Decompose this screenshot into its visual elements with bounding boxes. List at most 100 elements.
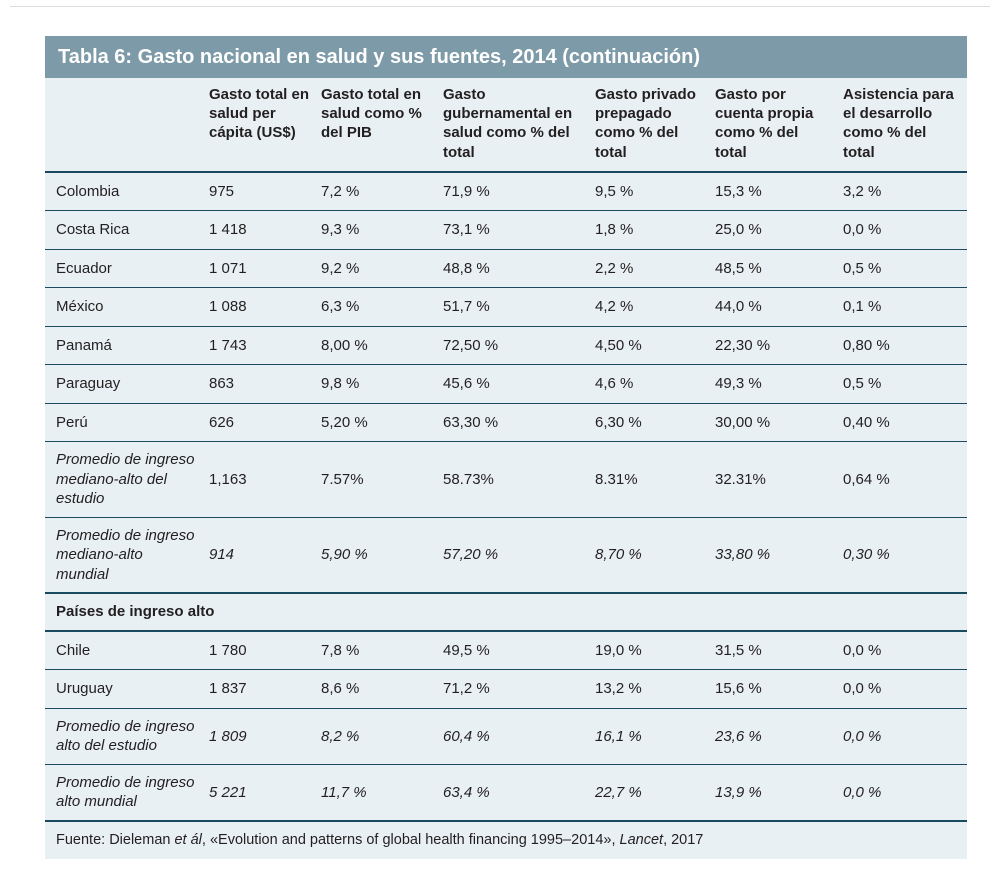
- row-label: Colombia: [45, 171, 205, 211]
- column-header: Gasto gubernamental en salud como % del …: [439, 78, 591, 173]
- column-header: Gasto por cuenta propia como % del total: [711, 78, 839, 173]
- source-text-segment: Lancet: [619, 831, 664, 848]
- column-header: Asistencia para el desarrollo como % del…: [839, 78, 967, 173]
- table-row: Costa Rica 1 418 9,3 % 73,1 % 1,8 % 25,0 % 0,0…: [45, 210, 967, 250]
- data-cell: 58.73%: [439, 441, 591, 518]
- row-label: México: [45, 287, 205, 327]
- row-label: Uruguay: [45, 669, 205, 709]
- data-cell: 1 780: [205, 630, 317, 670]
- data-cell: 9,5 %: [591, 171, 711, 211]
- section-header-label: Países de ingreso alto: [45, 592, 967, 632]
- data-cell: 15,3 %: [711, 171, 839, 211]
- data-cell: 3,2 %: [839, 171, 967, 211]
- data-cell: 6,3 %: [317, 287, 439, 327]
- data-cell: 71,9 %: [439, 171, 591, 211]
- table-row: Promedio de ingreso alto del estudio 1 80…: [45, 707, 967, 765]
- data-cell: 23,6 %: [711, 707, 839, 765]
- data-cell: 19,0 %: [591, 630, 711, 670]
- row-label: Promedio de ingreso alto mundial: [45, 763, 205, 820]
- data-cell: 8,00 %: [317, 325, 439, 365]
- table-row: México 1 088 6,3 % 51,7 % 4,2 % 44,0 % 0,1 %: [45, 287, 967, 327]
- data-cell: 0,30 %: [839, 516, 967, 594]
- data-cell: 32.31%: [711, 441, 839, 518]
- data-cell: 1 837: [205, 669, 317, 709]
- data-cell: 8,6 %: [317, 669, 439, 709]
- source-text-segment: et ál: [174, 831, 202, 848]
- table-row: Ecuador 1 071 9,2 % 48,8 % 2,2 % 48,5 % 0,5 %: [45, 248, 967, 288]
- data-cell: 60,4 %: [439, 707, 591, 765]
- source-note: Fuente: Dieleman et ál, «Evolution and p…: [45, 819, 967, 859]
- data-cell: 73,1 %: [439, 210, 591, 250]
- column-header: Gasto total en salud per cápita (US$): [205, 78, 317, 173]
- data-cell: 863: [205, 364, 317, 404]
- table-row: Promedio de ingreso alto mundial 5 221 11,…: [45, 763, 967, 820]
- data-cell: 1 743: [205, 325, 317, 365]
- data-cell: 57,20 %: [439, 516, 591, 594]
- data-cell: 63,4 %: [439, 763, 591, 820]
- data-cell: 22,7 %: [591, 763, 711, 820]
- data-cell: 8,70 %: [591, 516, 711, 594]
- data-cell: 5 221: [205, 763, 317, 820]
- data-cell: 4,6 %: [591, 364, 711, 404]
- table-row: Promedio de ingreso mediano-alto mundial…: [45, 516, 967, 594]
- data-cell: 5,20 %: [317, 402, 439, 442]
- data-cell: 30,00 %: [711, 402, 839, 442]
- data-cell: 22,30 %: [711, 325, 839, 365]
- header-row: Gasto total en salud per cápita (US$) Gas…: [45, 78, 967, 173]
- data-cell: 2,2 %: [591, 248, 711, 288]
- data-cell: 0,80 %: [839, 325, 967, 365]
- data-cell: 1,8 %: [591, 210, 711, 250]
- data-cell: 44,0 %: [711, 287, 839, 327]
- data-cell: 48,8 %: [439, 248, 591, 288]
- data-cell: 0,0 %: [839, 210, 967, 250]
- data-cell: 8.31%: [591, 441, 711, 518]
- data-cell: 0,0 %: [839, 669, 967, 709]
- data-cell: 72,50 %: [439, 325, 591, 365]
- data-cell: 1,163: [205, 441, 317, 518]
- data-cell: 25,0 %: [711, 210, 839, 250]
- data-cell: 7,8 %: [317, 630, 439, 670]
- data-cell: 0,0 %: [839, 707, 967, 765]
- row-label: Paraguay: [45, 364, 205, 404]
- data-table: Gasto total en salud per cápita (US$) Gas…: [45, 78, 967, 820]
- page-top-rule: [10, 6, 990, 7]
- data-cell: 0,1 %: [839, 287, 967, 327]
- data-cell: 5,90 %: [317, 516, 439, 594]
- data-cell: 0,64 %: [839, 441, 967, 518]
- source-text-segment: Fuente: Dieleman: [56, 831, 175, 848]
- data-cell: 1 088: [205, 287, 317, 327]
- row-label: Panamá: [45, 325, 205, 365]
- data-cell: 0,0 %: [839, 763, 967, 820]
- data-cell: 914: [205, 516, 317, 594]
- row-label: Perú: [45, 402, 205, 442]
- data-cell: 33,80 %: [711, 516, 839, 594]
- table-header: Gasto total en salud per cápita (US$) Gas…: [45, 78, 967, 173]
- table-row: Uruguay 1 837 8,6 % 71,2 % 13,2 % 15,6 % 0,0 %: [45, 669, 967, 709]
- table-row: Promedio de ingreso mediano-alto del est…: [45, 441, 967, 518]
- data-cell: 51,7 %: [439, 287, 591, 327]
- section-header-row: Países de ingreso alto: [45, 592, 967, 632]
- table-row: Chile 1 780 7,8 % 49,5 % 19,0 % 31,5 % 0,0 %: [45, 630, 967, 670]
- data-cell: 49,5 %: [439, 630, 591, 670]
- data-cell: 9,3 %: [317, 210, 439, 250]
- data-cell: 9,8 %: [317, 364, 439, 404]
- table-row: Paraguay 863 9,8 % 45,6 % 4,6 % 49,3 % 0,5 %: [45, 364, 967, 404]
- row-label-column-header: [45, 78, 205, 173]
- row-label: Ecuador: [45, 248, 205, 288]
- data-cell: 63,30 %: [439, 402, 591, 442]
- data-cell: 45,6 %: [439, 364, 591, 404]
- data-cell: 626: [205, 402, 317, 442]
- data-cell: 6,30 %: [591, 402, 711, 442]
- data-cell: 71,2 %: [439, 669, 591, 709]
- data-cell: 15,6 %: [711, 669, 839, 709]
- data-cell: 8,2 %: [317, 707, 439, 765]
- data-cell: 7,2 %: [317, 171, 439, 211]
- data-cell: 31,5 %: [711, 630, 839, 670]
- table-row: Colombia 975 7,2 % 71,9 % 9,5 % 15,3 % 3,2 %: [45, 171, 967, 211]
- data-cell: 4,2 %: [591, 287, 711, 327]
- row-label: Promedio de ingreso alto del estudio: [45, 707, 205, 765]
- data-cell: 1 809: [205, 707, 317, 765]
- data-cell: 1 418: [205, 210, 317, 250]
- row-label: Chile: [45, 630, 205, 670]
- data-cell: 0,0 %: [839, 630, 967, 670]
